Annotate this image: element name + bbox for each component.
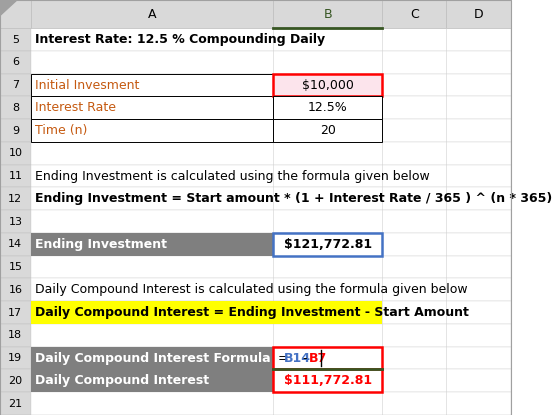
Bar — [0, 301, 31, 324]
Bar — [31, 188, 511, 210]
Text: Interest Rate: 12.5 % Compounding Daily: Interest Rate: 12.5 % Compounding Daily — [35, 33, 325, 46]
Bar — [31, 278, 511, 301]
Bar — [0, 51, 31, 74]
Bar — [0, 369, 31, 392]
Bar — [31, 142, 511, 165]
Text: Daily Compound Interest: Daily Compound Interest — [35, 374, 209, 387]
Bar — [273, 233, 382, 256]
Text: $10,000: $10,000 — [302, 78, 354, 92]
Bar — [31, 347, 511, 369]
Bar — [0, 256, 31, 278]
Bar — [31, 301, 511, 324]
Bar — [0, 278, 31, 301]
Bar — [31, 256, 511, 278]
Text: 9: 9 — [12, 126, 19, 136]
Text: 20: 20 — [8, 376, 22, 386]
Text: C: C — [410, 7, 418, 21]
Bar — [31, 233, 511, 256]
Bar — [0, 28, 31, 51]
Bar — [31, 301, 382, 324]
Text: 12.5%: 12.5% — [308, 101, 348, 115]
Bar — [31, 369, 273, 392]
Text: $121,772.81: $121,772.81 — [284, 238, 372, 251]
Text: Interest Rate: Interest Rate — [35, 101, 116, 115]
Text: 5: 5 — [12, 34, 19, 44]
Text: -: - — [302, 352, 307, 365]
Bar — [31, 165, 511, 188]
Bar — [0, 96, 31, 119]
Text: 18: 18 — [8, 330, 22, 340]
Bar — [0, 142, 31, 165]
Text: D: D — [474, 7, 483, 21]
Bar — [31, 347, 273, 369]
Text: B14: B14 — [284, 352, 311, 365]
Bar — [0, 0, 511, 28]
Bar — [31, 119, 273, 142]
Text: Initial Invesment: Initial Invesment — [35, 78, 140, 92]
Bar — [0, 347, 31, 369]
Text: 17: 17 — [8, 308, 22, 317]
Text: $111,772.81: $111,772.81 — [284, 374, 372, 387]
Bar — [382, 0, 446, 28]
Bar — [273, 96, 382, 119]
Text: 12: 12 — [8, 194, 22, 204]
Bar — [0, 74, 31, 96]
Bar — [0, 119, 31, 142]
Text: 13: 13 — [8, 217, 22, 227]
Text: B: B — [324, 7, 332, 21]
Bar — [31, 119, 511, 142]
Bar — [31, 0, 273, 28]
Bar — [31, 233, 273, 256]
Text: 19: 19 — [8, 353, 22, 363]
Bar — [273, 119, 382, 142]
Bar — [0, 0, 31, 28]
Bar — [0, 210, 31, 233]
Text: 10: 10 — [8, 148, 22, 159]
Text: Daily Compound Interest Formula: Daily Compound Interest Formula — [35, 352, 271, 365]
Bar — [31, 28, 511, 51]
Text: A: A — [148, 7, 156, 21]
Bar — [31, 74, 511, 96]
Text: 15: 15 — [8, 262, 22, 272]
Text: 20: 20 — [320, 124, 336, 137]
Bar — [0, 324, 31, 347]
Text: 7: 7 — [12, 80, 19, 90]
Bar — [446, 0, 511, 28]
Text: Daily Compound Interest is calculated using the formula given below: Daily Compound Interest is calculated us… — [35, 283, 468, 296]
Bar — [31, 369, 511, 392]
Bar — [273, 369, 382, 392]
Bar — [31, 51, 511, 74]
Text: 8: 8 — [12, 103, 19, 113]
Bar — [0, 165, 31, 188]
Bar — [0, 233, 31, 256]
Bar — [31, 210, 511, 233]
Text: Time (n): Time (n) — [35, 124, 88, 137]
Text: 14: 14 — [8, 239, 22, 249]
Text: 6: 6 — [12, 57, 19, 67]
Bar — [31, 324, 511, 347]
Bar — [0, 392, 31, 415]
Bar — [273, 347, 382, 369]
Bar — [31, 74, 273, 96]
Text: 11: 11 — [8, 171, 22, 181]
Text: Daily Compound Interest = Ending Investment - Start Amount: Daily Compound Interest = Ending Investm… — [35, 306, 469, 319]
Bar — [0, 188, 31, 210]
Text: 21: 21 — [8, 399, 22, 409]
Bar — [31, 392, 511, 415]
Text: Ending Investment is calculated using the formula given below: Ending Investment is calculated using th… — [35, 170, 430, 183]
Text: Ending Investment: Ending Investment — [35, 238, 167, 251]
Bar — [31, 96, 511, 119]
Polygon shape — [0, 0, 17, 15]
Bar — [31, 96, 273, 119]
Text: 16: 16 — [8, 285, 22, 295]
Text: Ending Investment = Start amount * (1 + Interest Rate / 365 ) ^ (n * 365): Ending Investment = Start amount * (1 + … — [35, 193, 552, 205]
Bar — [273, 74, 382, 96]
Bar — [273, 0, 382, 28]
Text: =: = — [278, 352, 288, 365]
Text: B7: B7 — [309, 352, 327, 365]
